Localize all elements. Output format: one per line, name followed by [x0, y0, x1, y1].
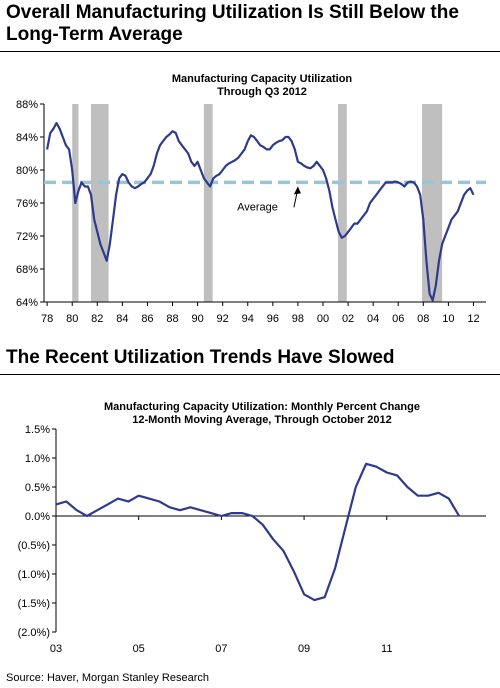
x-tick-label: 07 [215, 643, 227, 655]
chart-subtitle: 12-Month Moving Average, Through October… [132, 414, 392, 426]
annotation-arrow-head [293, 186, 301, 195]
x-tick-label: 96 [267, 313, 279, 325]
x-tick-label: 05 [133, 643, 145, 655]
bottom-heading: The Recent Utilization Trends Have Slowe… [6, 347, 395, 368]
x-tick-label: 84 [116, 313, 128, 325]
data-series-line [55, 462, 461, 602]
x-tick-label: 03 [50, 643, 62, 655]
x-tick-label: 12 [467, 313, 479, 325]
x-tick-label: 88 [166, 313, 178, 325]
x-tick-label: 80 [66, 313, 78, 325]
data-series-line [46, 121, 475, 302]
y-tick-label: 80% [16, 165, 38, 177]
chart-title: Manufacturing Capacity Utilization [172, 73, 353, 85]
x-tick-label: 09 [298, 643, 310, 655]
monthly-change-chart: Manufacturing Capacity Utilization: Mont… [18, 401, 486, 655]
y-tick-label: 0.5% [25, 482, 50, 494]
utilization-chart: Manufacturing Capacity UtilizationThroug… [16, 73, 486, 325]
x-tick-label: 11 [381, 643, 392, 655]
source-note: Source: Haver, Morgan Stanley Research [6, 672, 209, 684]
x-tick-label: 94 [242, 313, 254, 325]
average-annotation: Average [237, 201, 278, 213]
y-tick-label: (2.0%) [18, 627, 50, 639]
recession-band [91, 104, 109, 302]
x-tick-label: 00 [317, 313, 329, 325]
y-tick-label: 68% [16, 264, 38, 276]
top-heading: Overall Manufacturing Utilization Is Sti… [6, 2, 459, 45]
recession-band [203, 104, 213, 302]
x-tick-label: 02 [342, 313, 354, 325]
bottom-heading-rule [0, 374, 500, 375]
y-tick-label: (1.0%) [18, 569, 50, 581]
y-tick-label: 76% [16, 198, 38, 210]
recession-band [338, 104, 347, 302]
y-tick-label: 88% [16, 99, 38, 111]
y-tick-label: 0.0% [25, 511, 50, 523]
y-tick-label: 84% [16, 132, 38, 144]
x-tick-label: 06 [392, 313, 404, 325]
x-tick-label: 98 [292, 313, 304, 325]
y-tick-label: 64% [16, 297, 38, 309]
x-tick-label: 86 [141, 313, 153, 325]
y-tick-label: 72% [16, 231, 38, 243]
x-tick-label: 78 [41, 313, 53, 325]
x-tick-label: 04 [367, 313, 379, 325]
y-tick-label: (1.5%) [18, 598, 50, 610]
x-tick-label: 08 [417, 313, 429, 325]
recession-band [422, 104, 443, 302]
chart-title: Manufacturing Capacity Utilization: Mont… [104, 401, 420, 413]
x-tick-label: 10 [442, 313, 454, 325]
x-tick-label: 82 [91, 313, 103, 325]
chart-subtitle: Through Q3 2012 [217, 86, 307, 98]
y-tick-label: (0.5%) [18, 540, 50, 552]
y-tick-label: 1.5% [25, 424, 50, 436]
x-tick-label: 90 [191, 313, 203, 325]
x-tick-label: 92 [217, 313, 229, 325]
y-tick-label: 1.0% [25, 453, 50, 465]
top-heading-rule [0, 51, 500, 52]
